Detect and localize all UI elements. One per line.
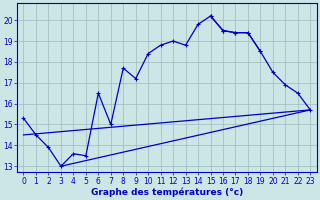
X-axis label: Graphe des températures (°c): Graphe des températures (°c) <box>91 187 243 197</box>
